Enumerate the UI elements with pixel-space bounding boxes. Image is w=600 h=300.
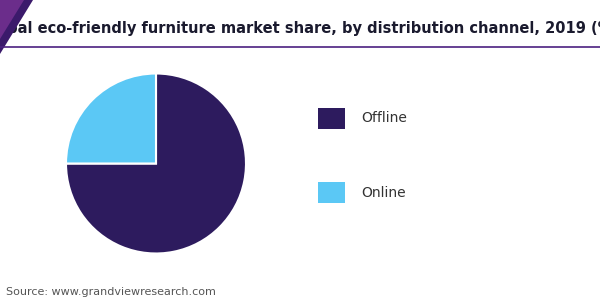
Wedge shape (66, 74, 156, 164)
Text: Source: www.grandviewresearch.com: Source: www.grandviewresearch.com (6, 287, 216, 297)
Wedge shape (66, 74, 246, 254)
FancyBboxPatch shape (317, 108, 345, 129)
Text: Offline: Offline (362, 112, 407, 125)
Polygon shape (0, 0, 33, 54)
Text: Global eco-friendly furniture market share, by distribution channel, 2019 (%): Global eco-friendly furniture market sha… (0, 21, 600, 36)
FancyBboxPatch shape (317, 182, 345, 203)
Polygon shape (0, 0, 24, 39)
Text: Online: Online (362, 186, 406, 200)
